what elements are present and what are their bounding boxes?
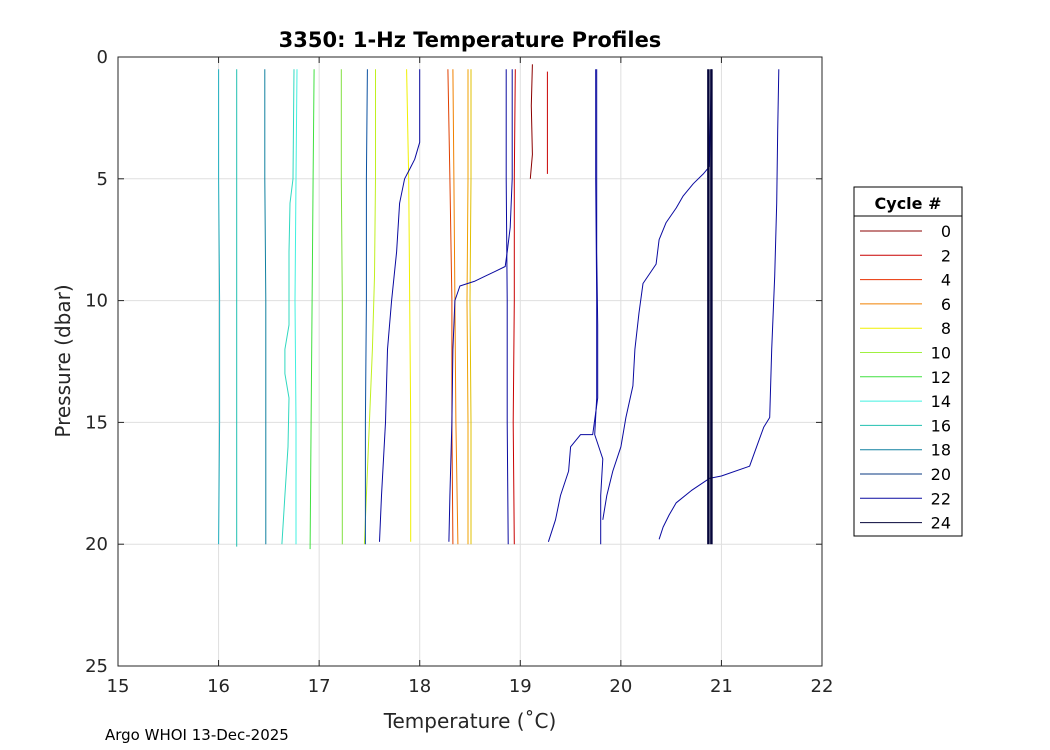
- profile-line-c1: [529, 64, 533, 179]
- profile-line-c8: [406, 69, 412, 542]
- plot-background: [118, 57, 822, 666]
- legend-box: [853, 186, 963, 537]
- series-layer: [218, 64, 780, 550]
- profile-line-c7: [469, 69, 472, 545]
- chart-title: 3350: 1-Hz Temperature Profiles: [279, 28, 662, 52]
- x-tick-label: 21: [710, 676, 733, 697]
- profile-line-c11: [309, 69, 315, 550]
- profile-line-c4: [447, 69, 454, 545]
- legend-label: 4: [941, 271, 951, 290]
- x-tick-label: 20: [609, 676, 632, 697]
- legend-label: 8: [941, 319, 951, 338]
- x-tick-label: 17: [308, 676, 331, 697]
- profile-line-c22: [594, 69, 604, 545]
- profile-line-c6: [466, 69, 469, 545]
- x-tick-label: 16: [207, 676, 230, 697]
- y-tick-label: 20: [85, 534, 108, 555]
- profile-line-c23: [602, 69, 712, 520]
- profile-line-c18: [379, 69, 421, 542]
- profile-line-c16: [264, 69, 267, 545]
- y-tick-label: 10: [85, 291, 108, 312]
- profile-line-c9: [363, 69, 376, 545]
- x-tick-label: 22: [811, 676, 834, 697]
- legend-label: 10: [931, 344, 951, 363]
- legend-label: 12: [931, 368, 951, 387]
- y-tick-label: 15: [85, 412, 108, 433]
- y-tick-label: 25: [85, 656, 108, 677]
- profile-line-c20: [505, 69, 509, 545]
- profile-line-c12: [294, 69, 298, 545]
- legend-label: 24: [931, 514, 951, 533]
- legend-label: 16: [931, 416, 951, 435]
- profile-line-c3: [512, 69, 516, 545]
- legend-label: 20: [931, 465, 951, 484]
- legend-label: 14: [931, 392, 951, 411]
- legend-label: 2: [941, 246, 951, 265]
- x-axis-label: Temperature (˚C): [383, 709, 557, 733]
- profile-line-c13: [281, 69, 295, 545]
- x-tick-label: 18: [408, 676, 431, 697]
- profile-line-c24: [658, 69, 780, 540]
- y-tick-label: 5: [97, 169, 108, 190]
- plot-frame: [117, 56, 823, 667]
- legend-title: Cycle #: [875, 194, 942, 213]
- plot-area: 15 16 17 18 19 20 21 22 0 5 10 15 20 25: [85, 47, 833, 697]
- credit-text: Argo WHOI 13-Dec-2025: [105, 726, 289, 744]
- legend-label: 18: [931, 441, 951, 460]
- ticks: 15 16 17 18 19 20 21 22 0 5 10 15 20 25: [85, 47, 833, 697]
- profile-line-c17: [364, 69, 368, 545]
- y-tick-label: 0: [97, 47, 108, 68]
- profile-line-c19: [448, 69, 513, 542]
- profile-line-c15: [218, 69, 221, 545]
- x-tick-label: 19: [509, 676, 532, 697]
- legend-label: 6: [941, 295, 951, 314]
- x-tick-label: 15: [107, 676, 130, 697]
- legend-label: 22: [931, 489, 951, 508]
- legend-label: 0: [941, 222, 951, 241]
- profile-line-c10: [340, 69, 343, 545]
- y-axis-label: Pressure (dbar): [51, 284, 75, 437]
